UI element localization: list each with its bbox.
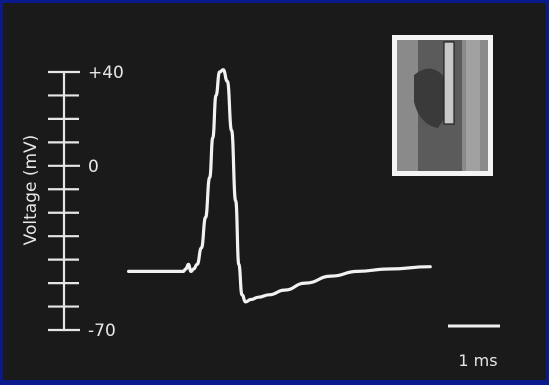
inset-electrode (443, 41, 455, 125)
y-tick-label: +40 (88, 63, 124, 83)
inset-cell-body (414, 68, 449, 128)
voltage-trace (127, 68, 432, 304)
y-tick-label: 0 (88, 157, 99, 177)
inset-micrograph (392, 35, 493, 176)
y-tick-label: -70 (88, 321, 116, 341)
scale-bar-label: 1 ms (458, 351, 497, 370)
time-scale-bar: 1 ms (448, 324, 500, 370)
inset-right-band (466, 40, 480, 171)
y-axis (48, 70, 80, 332)
y-tick-labels: +40 0 -70 (88, 63, 124, 341)
y-axis-label: Voltage (mV) (21, 135, 41, 246)
